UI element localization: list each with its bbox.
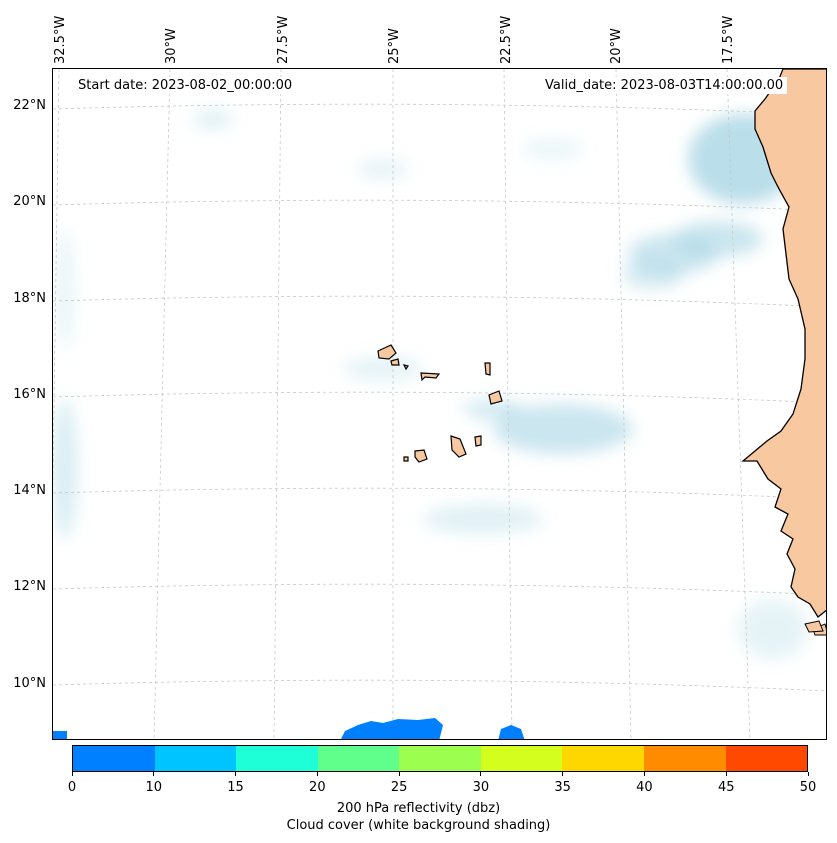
colorbar-segment xyxy=(236,746,318,771)
reflectivity-blob xyxy=(341,718,443,739)
lat-label-10n: 10°N xyxy=(13,676,46,691)
island-santo-antao xyxy=(377,344,397,360)
cloud-patch xyxy=(493,404,633,454)
reflectivity-blob xyxy=(53,731,67,739)
cloud-patch xyxy=(463,399,523,419)
colorbar-tick xyxy=(153,772,155,776)
colorbar-sublabel: Cloud cover (white background shading) xyxy=(286,818,551,833)
island-sal xyxy=(484,362,491,376)
colorbar-tick-label: 15 xyxy=(227,780,244,795)
colorbar-segment xyxy=(480,746,563,771)
africa-land xyxy=(741,69,826,618)
colorbar-segment xyxy=(154,746,237,771)
cloud-patch xyxy=(358,159,408,179)
colorbar-segment xyxy=(562,746,644,771)
colorbar-segment xyxy=(317,746,400,771)
map-canvas xyxy=(53,69,826,739)
cloud-patch xyxy=(523,139,583,159)
cloud-patch xyxy=(57,229,73,349)
map-panel xyxy=(52,68,827,740)
colorbar-tick xyxy=(807,772,809,776)
colorbar-label: 200 hPa reflectivity (dbz) xyxy=(336,801,501,816)
island-sao-vicente xyxy=(390,358,400,366)
cloud-patch xyxy=(193,109,233,129)
cloud-patch xyxy=(738,599,808,659)
valid-date-label: Valid_date: 2023-08-03T14:00:00.00 xyxy=(541,77,788,94)
colorbar-tick-label: 35 xyxy=(554,780,571,795)
lat-label-20n: 20°N xyxy=(13,194,46,209)
lat-label-22n: 22°N xyxy=(13,98,46,113)
lat-label-18n: 18°N xyxy=(13,291,46,306)
colorbar-tick-label: 50 xyxy=(799,780,817,795)
colorbar-tick-label: 25 xyxy=(390,780,408,795)
lat-label-16n: 16°N xyxy=(13,387,46,402)
lat-label-14n: 14°N xyxy=(13,483,46,498)
lon-label-20w: 20°W xyxy=(609,28,624,64)
colorbar-tick-label: 0 xyxy=(67,780,77,795)
start-date-label: Start date: 2023-08-02_00:00:00 xyxy=(74,77,297,94)
lon-label-32-5w: 32.5°W xyxy=(53,15,68,64)
colorbar-tick xyxy=(562,772,564,776)
colorbar-segment xyxy=(73,746,155,771)
lon-label-17-5w: 17.5°W xyxy=(721,15,736,64)
colorbar-segment xyxy=(725,746,808,771)
lat-label-12n: 12°N xyxy=(13,579,46,594)
colorbar-tick xyxy=(398,772,400,776)
lon-label-22-5w: 22.5°W xyxy=(499,15,514,64)
reflectivity-blob xyxy=(498,725,525,739)
island-santiago xyxy=(450,435,467,458)
lon-label-27-5w: 27.5°W xyxy=(276,15,291,64)
cloud-patch xyxy=(423,504,543,534)
colorbar-tick-label: 20 xyxy=(309,780,326,795)
cloud-patch xyxy=(623,259,683,289)
cloud-patch xyxy=(53,399,77,539)
coast-detail xyxy=(804,620,824,633)
cloud-cover-layer xyxy=(53,109,808,659)
reflectivity-colorbar xyxy=(72,745,808,772)
island-boa-vista xyxy=(488,390,503,405)
colorbar-tick-label: 30 xyxy=(472,780,490,795)
lon-label-25w: 25°W xyxy=(387,28,402,64)
reflectivity-layer xyxy=(53,718,525,739)
colorbar-segment xyxy=(643,746,726,771)
colorbar-tick xyxy=(643,772,645,776)
island-santa-luzia xyxy=(402,364,409,371)
colorbar-tick xyxy=(725,772,727,776)
colorbar-tick-label: 10 xyxy=(145,780,163,795)
colorbar-tick-label: 40 xyxy=(636,780,653,795)
island-sao-nicolau xyxy=(420,372,441,382)
colorbar-segment xyxy=(399,746,481,771)
lon-label-30w: 30°W xyxy=(164,28,179,64)
colorbar-tick-label: 45 xyxy=(717,780,735,795)
colorbar-tick xyxy=(480,772,482,776)
colorbar-tick xyxy=(316,772,318,776)
colorbar-tick xyxy=(71,772,73,776)
cloud-patch xyxy=(343,357,423,381)
cape-verde-islands xyxy=(377,344,503,463)
graticule xyxy=(53,69,826,739)
island-fogo xyxy=(414,449,428,463)
island-maio xyxy=(474,435,482,447)
island-brava xyxy=(403,456,409,462)
colorbar-tick xyxy=(235,772,237,776)
africa-coastline xyxy=(741,69,826,636)
